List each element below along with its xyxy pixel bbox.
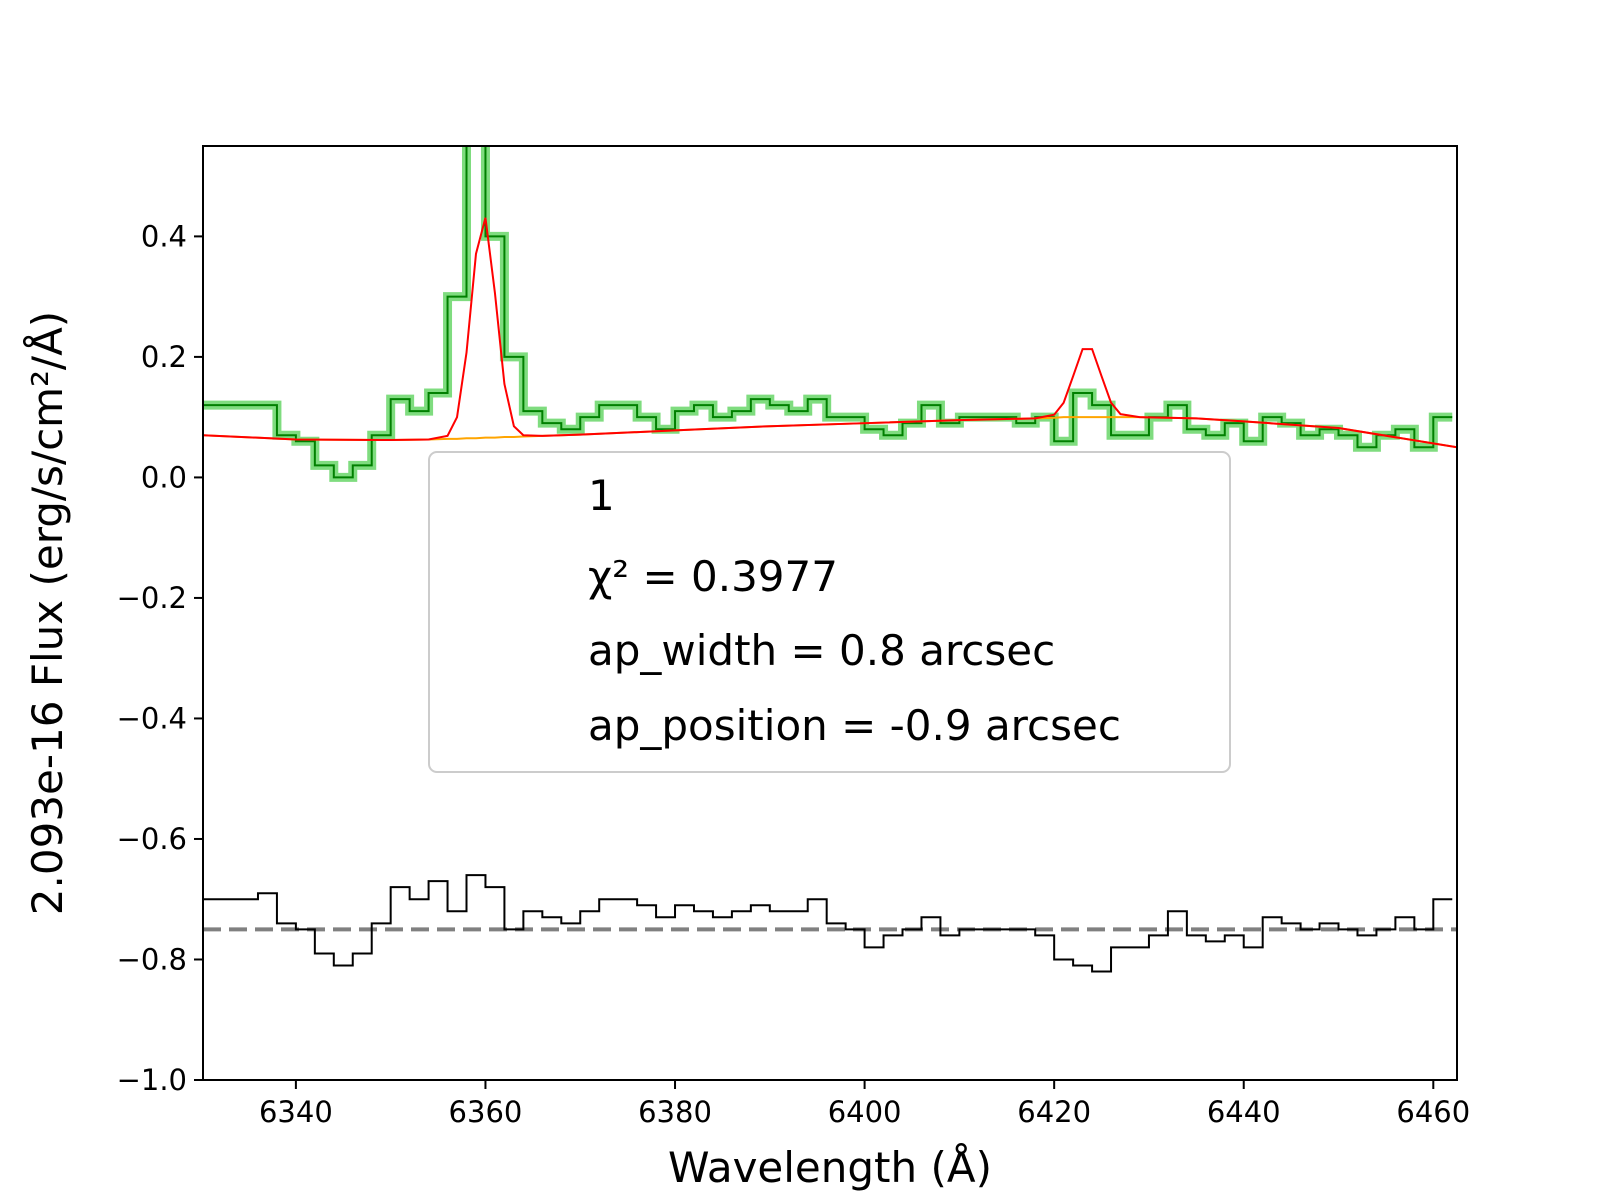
annotation: 1 χ² = 0.3977 ap_width = 0.8 arcsec ap_posi… bbox=[588, 471, 1121, 750]
axes-frame bbox=[202, 145, 1458, 1081]
x-tick-label: 6400 bbox=[828, 1095, 902, 1129]
x-tick-label: 6360 bbox=[449, 1095, 523, 1129]
y-axis-label: 2.093e-16 Flux (erg/s/cm²/Å) bbox=[22, 311, 72, 915]
plot-area bbox=[203, 146, 1457, 973]
annotation-line: χ² = 0.3977 bbox=[588, 552, 838, 601]
y-tick-label: −0.6 bbox=[117, 822, 187, 856]
step-line bbox=[203, 874, 1453, 973]
x-tick-label: 6460 bbox=[1396, 1095, 1470, 1129]
annotation-box bbox=[428, 451, 1231, 773]
y-tick-label: −0.4 bbox=[117, 701, 187, 735]
x-tick-label: 6340 bbox=[259, 1095, 333, 1129]
x-tick-label: 6440 bbox=[1207, 1095, 1281, 1129]
model-line bbox=[203, 217, 1457, 449]
y-tick-label: 0.0 bbox=[141, 460, 187, 494]
x-axis-label: Wavelength (Å) bbox=[668, 1142, 992, 1192]
y-tick-label: −0.8 bbox=[117, 942, 187, 976]
step-line bbox=[203, 146, 1453, 479]
y-tick-label: −0.2 bbox=[117, 581, 187, 615]
x-tick-label: 6420 bbox=[1017, 1095, 1091, 1129]
annotation-line: 1 bbox=[588, 471, 615, 520]
annotation-line: ap_position = -0.9 arcsec bbox=[588, 701, 1121, 750]
annotation-line: ap_width = 0.8 arcsec bbox=[588, 626, 1055, 675]
y-tick-label: 0.2 bbox=[141, 340, 187, 374]
axes: 6340 6360 6380 6400 6420 6440 6460 0.4 0.2 0.0 −0.… bbox=[117, 219, 1471, 1129]
y-tick-label: 0.4 bbox=[141, 219, 187, 253]
x-tick-label: 6380 bbox=[638, 1095, 712, 1129]
y-tick-label: −1.0 bbox=[117, 1063, 187, 1097]
